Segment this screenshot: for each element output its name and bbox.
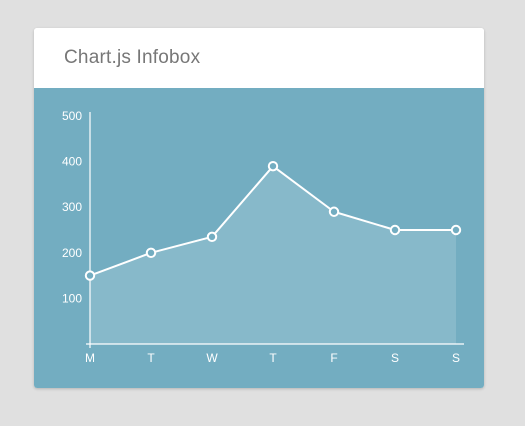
x-tick-label: T: [147, 351, 155, 365]
area-fill-group: [90, 166, 456, 344]
data-points-group: [84, 160, 462, 281]
y-tick-label: 300: [62, 200, 82, 214]
data-point: [328, 206, 340, 217]
infobox-card: Chart.js Infobox 100 200 300 400 500 M T W T F S S: [34, 28, 484, 388]
series-area: [90, 166, 456, 344]
line-chart: 100 200 300 400 500 M T W T F S S: [62, 109, 464, 365]
data-point: [267, 160, 279, 172]
data-point: [389, 224, 401, 236]
x-tick-label: S: [391, 351, 399, 365]
chart-area: 100 200 300 400 500 M T W T F S S: [34, 88, 484, 388]
data-point: [206, 231, 218, 243]
x-tick-label: W: [206, 351, 218, 365]
y-axis: 100 200 300 400 500: [62, 109, 91, 348]
x-tick-label: T: [269, 351, 277, 365]
data-point: [84, 270, 96, 281]
x-tick-label: M: [85, 351, 95, 365]
x-tick-label: F: [330, 351, 337, 365]
x-tick-label: S: [452, 351, 460, 365]
data-point: [145, 247, 157, 259]
card-header: Chart.js Infobox: [34, 28, 484, 88]
y-tick-label: 400: [62, 155, 82, 169]
card-title: Chart.js Infobox: [64, 47, 201, 68]
y-tick-label: 200: [62, 246, 82, 260]
data-point: [450, 224, 462, 236]
y-tick-label: 100: [62, 291, 82, 305]
y-tick-label: 500: [62, 109, 82, 123]
